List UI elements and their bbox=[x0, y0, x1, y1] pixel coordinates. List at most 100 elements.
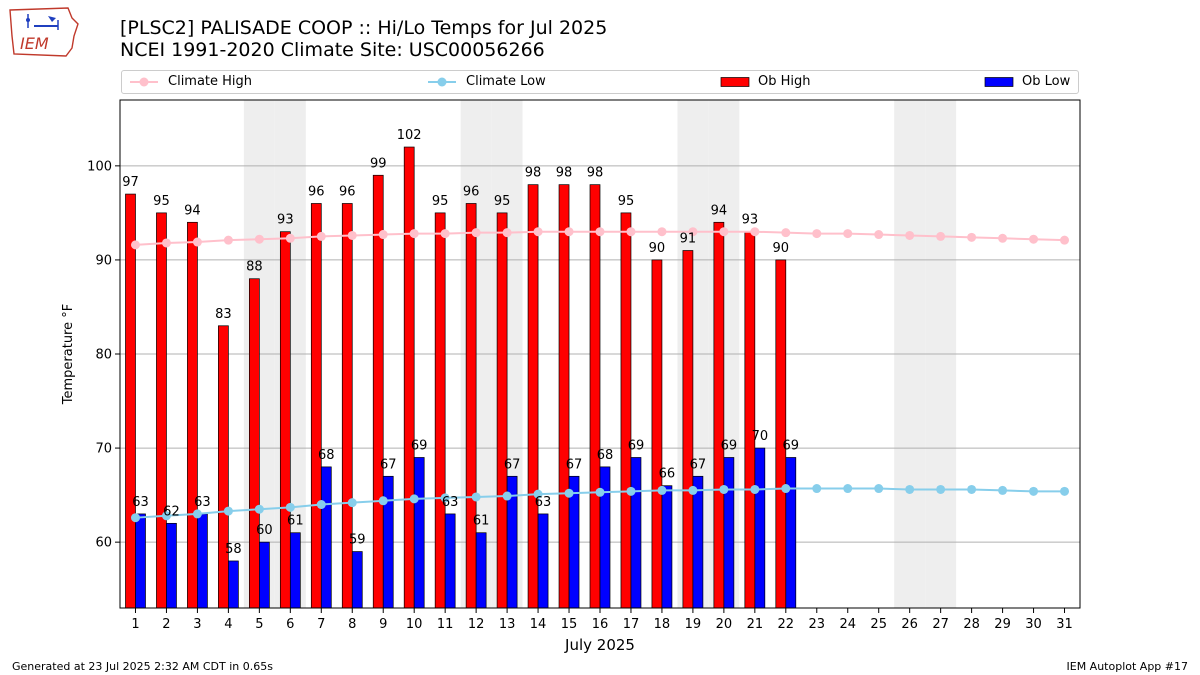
climate-low-point-day-6 bbox=[285, 502, 295, 512]
ob-high-bar-day-4 bbox=[218, 325, 229, 609]
ob-low-label-day-8: 59 bbox=[349, 533, 366, 548]
climate-high-point-day-25 bbox=[874, 230, 884, 240]
climate-low-point-day-13 bbox=[502, 491, 512, 501]
x-tick-label-2: 2 bbox=[162, 617, 170, 632]
ob-high-label-day-20: 94 bbox=[711, 203, 728, 218]
ob-low-bar-day-1 bbox=[135, 513, 146, 609]
ob-high-bar-day-12 bbox=[465, 203, 477, 609]
ob-low-bar-day-12 bbox=[475, 532, 487, 609]
x-axis-label: July 2025 bbox=[564, 636, 635, 654]
climate-high-point-day-27 bbox=[936, 231, 946, 241]
climate-low-point-day-9 bbox=[378, 496, 388, 506]
climate-high-point-day-9 bbox=[378, 230, 388, 240]
x-tick-label-9: 9 bbox=[379, 617, 387, 632]
ob-high-label-day-8: 96 bbox=[339, 184, 356, 199]
x-tick-label-7: 7 bbox=[317, 617, 325, 632]
iem-logo: IEM bbox=[8, 6, 80, 58]
ob-low-bar-day-18 bbox=[661, 485, 673, 609]
climate-high-point-day-12 bbox=[471, 228, 481, 238]
ob-low-bar-day-22 bbox=[785, 457, 797, 609]
ob-low-bar-day-3 bbox=[197, 513, 208, 609]
legend-item-climate-high: Climate High bbox=[128, 74, 252, 89]
climate-low-point-day-23 bbox=[812, 484, 822, 494]
ob-low-label-day-10: 69 bbox=[411, 438, 428, 453]
x-tick-label-17: 17 bbox=[623, 617, 640, 632]
x-tick-label-13: 13 bbox=[499, 617, 516, 632]
y-tick-label-70: 70 bbox=[95, 442, 112, 457]
climate-low-point-day-11 bbox=[440, 493, 450, 503]
ob-low-label-day-9: 67 bbox=[380, 457, 397, 472]
y-tick-label-100: 100 bbox=[87, 159, 112, 174]
ob-low-label-day-17: 69 bbox=[628, 438, 645, 453]
climate-high-point-day-11 bbox=[440, 229, 450, 239]
ob-high-label-day-16: 98 bbox=[587, 166, 604, 181]
x-tick-label-27: 27 bbox=[932, 617, 949, 632]
x-tick-label-3: 3 bbox=[193, 617, 201, 632]
climate-high-point-day-16 bbox=[595, 227, 605, 237]
ob-low-bar-day-9 bbox=[382, 475, 394, 609]
ob-high-label-day-4: 83 bbox=[215, 307, 232, 322]
climate-low-point-day-26 bbox=[905, 484, 915, 494]
ob-high-label-day-1: 97 bbox=[122, 175, 139, 190]
ob-high-bar-day-6 bbox=[279, 231, 291, 609]
climate-low-point-day-15 bbox=[564, 488, 574, 498]
climate-low-point-day-16 bbox=[595, 487, 605, 497]
app-id-label: IEM Autoplot App #17 bbox=[1066, 660, 1189, 673]
climate-low-point-day-30 bbox=[1029, 486, 1039, 496]
ob-low-label-day-2: 62 bbox=[163, 504, 180, 519]
ob-low-label-day-11: 63 bbox=[442, 495, 459, 510]
legend-label-climate-high: Climate High bbox=[168, 74, 253, 89]
legend-item-ob-low: Ob Low bbox=[984, 74, 1070, 89]
ob-low-label-day-1: 63 bbox=[132, 495, 149, 510]
x-tick-label-29: 29 bbox=[994, 617, 1011, 632]
climate-high-point-day-8 bbox=[347, 230, 357, 240]
x-tick-label-26: 26 bbox=[901, 617, 918, 632]
x-tick-label-19: 19 bbox=[685, 617, 702, 632]
ob-low-label-day-5: 60 bbox=[256, 523, 273, 538]
ob-low-label-day-16: 68 bbox=[597, 448, 614, 463]
title-line-1: [PLSC2] PALISADE COOP :: Hi/Lo Temps for… bbox=[120, 17, 608, 39]
ob-high-bar-day-2 bbox=[156, 212, 167, 609]
ob-low-label-day-3: 63 bbox=[194, 495, 211, 510]
ob-low-bar-day-14 bbox=[537, 513, 549, 609]
ob-high-swatch-icon bbox=[720, 76, 750, 87]
ob-low-bar-day-5 bbox=[259, 541, 270, 609]
climate-high-point-day-10 bbox=[409, 229, 419, 239]
climate-high-point-day-20 bbox=[719, 227, 729, 237]
climate-high-point-day-14 bbox=[533, 227, 543, 237]
climate-low-marker-icon bbox=[428, 77, 456, 86]
x-tick-label-14: 14 bbox=[530, 617, 547, 632]
ob-low-label-day-4: 58 bbox=[225, 542, 242, 557]
climate-high-point-day-26 bbox=[905, 230, 915, 240]
y-tick-label-80: 80 bbox=[95, 348, 112, 363]
climate-low-point-day-3 bbox=[192, 509, 202, 519]
x-tick-label-18: 18 bbox=[654, 617, 671, 632]
climate-low-point-day-24 bbox=[843, 484, 853, 494]
bar-label-layer: 97 95 94 83 88 93 96 96 99 102 95 96 95 98 98 98 95 90 91 9… bbox=[122, 128, 799, 557]
climate-high-point-day-3 bbox=[192, 237, 202, 247]
chart-title: [PLSC2] PALISADE COOP :: Hi/Lo Temps for… bbox=[120, 17, 607, 61]
chart-legend: Climate High Climate Low Ob High Ob Low bbox=[121, 70, 1079, 94]
climate-high-point-day-31 bbox=[1060, 235, 1070, 245]
ob-low-label-day-15: 67 bbox=[566, 457, 583, 472]
ob-high-bar-day-11 bbox=[434, 212, 446, 609]
ob-low-label-day-19: 67 bbox=[690, 457, 707, 472]
climate-low-point-day-19 bbox=[688, 485, 698, 495]
ob-low-bar-day-2 bbox=[166, 522, 177, 609]
climate-low-point-day-8 bbox=[347, 498, 357, 508]
ob-high-bar-day-21 bbox=[744, 231, 756, 609]
climate-line-layer bbox=[130, 227, 1070, 523]
ob-high-bar-day-10 bbox=[403, 146, 415, 609]
ob-high-label-day-9: 99 bbox=[370, 156, 387, 171]
ob-high-label-day-5: 88 bbox=[246, 260, 263, 275]
ob-low-label-day-14: 63 bbox=[535, 495, 552, 510]
ob-high-bar-day-3 bbox=[187, 221, 198, 609]
ob-low-bar-day-17 bbox=[630, 457, 642, 609]
ob-low-label-day-12: 61 bbox=[473, 514, 490, 529]
climate-high-point-day-29 bbox=[998, 233, 1008, 243]
logo-text: IEM bbox=[20, 34, 49, 53]
ob-high-label-day-13: 95 bbox=[494, 194, 511, 209]
y-tick-label-60: 60 bbox=[95, 536, 112, 551]
